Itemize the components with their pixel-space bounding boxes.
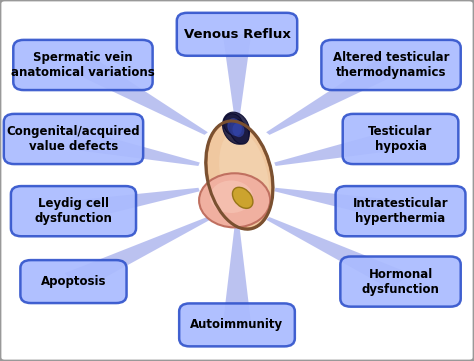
FancyBboxPatch shape: [336, 186, 465, 236]
Polygon shape: [223, 34, 251, 119]
Ellipse shape: [206, 121, 273, 229]
Text: Testicular
hypoxia: Testicular hypoxia: [368, 125, 433, 153]
FancyBboxPatch shape: [20, 260, 127, 303]
Ellipse shape: [230, 119, 249, 144]
Polygon shape: [266, 217, 410, 290]
Text: Apoptosis: Apoptosis: [41, 275, 106, 288]
Circle shape: [210, 180, 253, 213]
FancyBboxPatch shape: [177, 13, 297, 56]
Polygon shape: [274, 129, 405, 166]
Ellipse shape: [224, 114, 243, 135]
Polygon shape: [223, 226, 251, 325]
Text: Congenital/acquired
value defects: Congenital/acquired value defects: [7, 125, 140, 153]
FancyBboxPatch shape: [11, 186, 136, 236]
Ellipse shape: [232, 187, 253, 208]
Circle shape: [199, 173, 270, 227]
Polygon shape: [266, 57, 401, 135]
Polygon shape: [64, 217, 210, 290]
FancyBboxPatch shape: [4, 114, 143, 164]
Ellipse shape: [219, 130, 269, 223]
FancyBboxPatch shape: [343, 114, 458, 164]
Text: Leydig cell
dysfunction: Leydig cell dysfunction: [35, 197, 112, 225]
FancyBboxPatch shape: [179, 303, 295, 347]
Polygon shape: [70, 188, 200, 222]
Text: Hormonal
dysfunction: Hormonal dysfunction: [362, 268, 439, 296]
Polygon shape: [69, 129, 200, 166]
Ellipse shape: [228, 118, 242, 136]
Ellipse shape: [232, 123, 245, 137]
Ellipse shape: [223, 112, 249, 144]
Text: Venous Reflux: Venous Reflux: [183, 28, 291, 41]
FancyBboxPatch shape: [13, 40, 153, 90]
Text: Autoimmunity: Autoimmunity: [191, 318, 283, 331]
Polygon shape: [73, 57, 208, 135]
FancyBboxPatch shape: [340, 256, 461, 307]
Text: Altered testicular
thermodynamics: Altered testicular thermodynamics: [333, 51, 449, 79]
FancyBboxPatch shape: [321, 40, 461, 90]
Text: Spermatic vein
anatomical variations: Spermatic vein anatomical variations: [11, 51, 155, 79]
Text: Intratesticular
hyperthermia: Intratesticular hyperthermia: [353, 197, 448, 225]
Polygon shape: [274, 188, 404, 222]
